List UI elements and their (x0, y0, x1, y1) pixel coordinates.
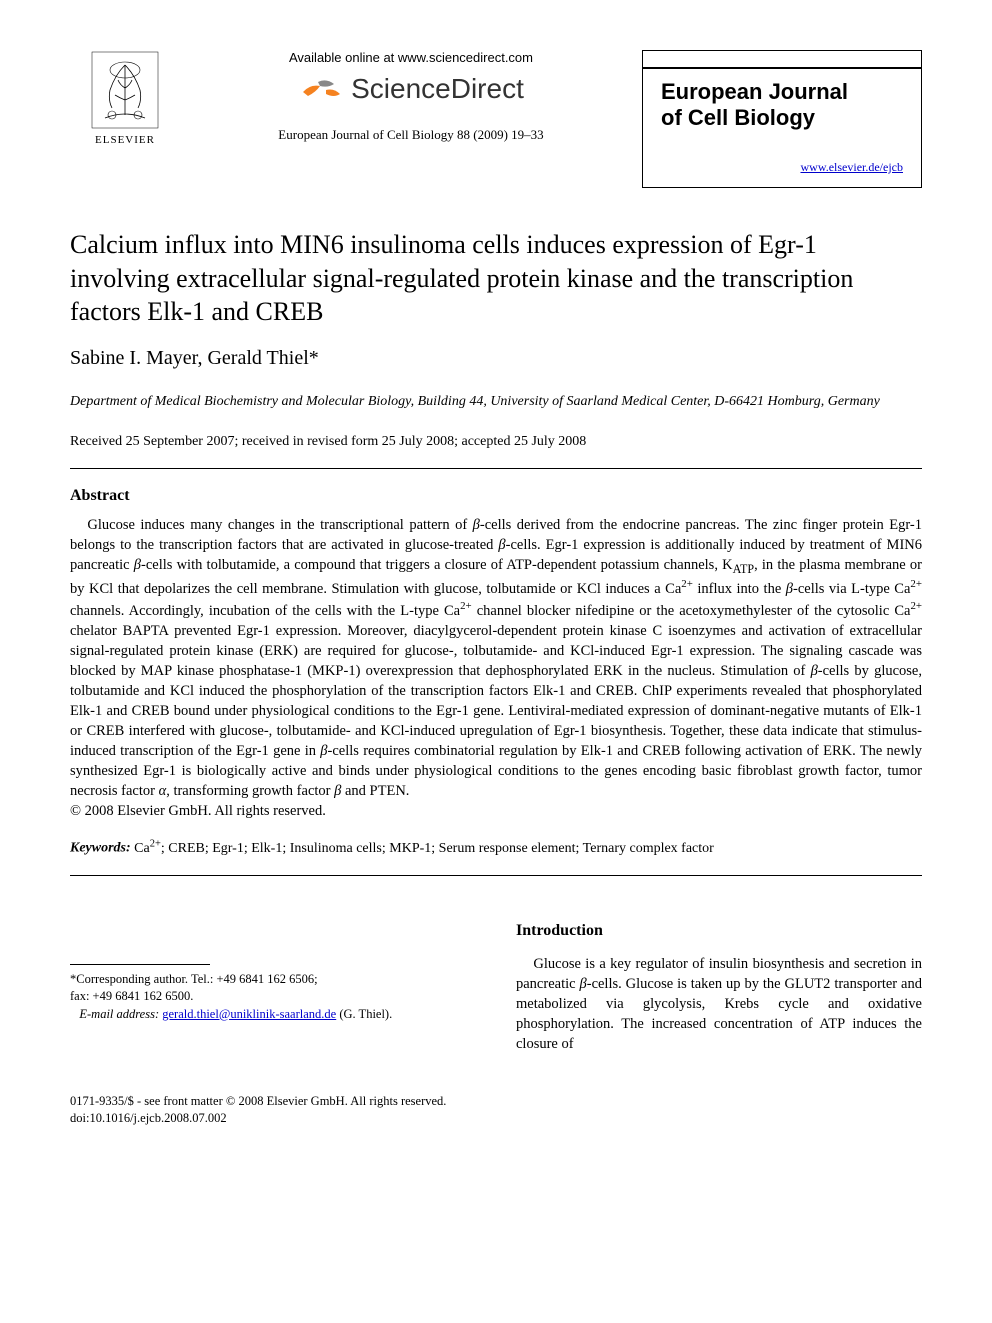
footnote-divider (70, 964, 210, 965)
introduction-body: Glucose is a key regulator of insulin bi… (516, 954, 922, 1054)
journal-url-link[interactable]: www.elsevier.de/ejcb (800, 160, 903, 174)
divider (70, 468, 922, 469)
front-matter-line: 0171-9335/$ - see front matter © 2008 El… (70, 1093, 922, 1111)
elsevier-label: ELSEVIER (95, 134, 155, 146)
introduction-text: Glucose is a key regulator of insulin bi… (516, 954, 922, 1054)
abstract-body: Glucose induces many changes in the tran… (70, 515, 922, 801)
journal-name: European Journal of Cell Biology (661, 79, 903, 132)
abstract-copyright: © 2008 Elsevier GmbH. All rights reserve… (70, 803, 922, 820)
page-header: ELSEVIER Available online at www.science… (70, 50, 922, 188)
footer-info: 0171-9335/$ - see front matter © 2008 El… (70, 1093, 922, 1128)
sciencedirect-text: ScienceDirect (351, 73, 524, 105)
available-online-text: Available online at www.sciencedirect.co… (200, 50, 622, 65)
abstract-text: Glucose induces many changes in the tran… (70, 515, 922, 801)
center-header: Available online at www.sciencedirect.co… (180, 50, 642, 143)
email-label: E-mail address: (79, 1007, 159, 1021)
divider (70, 875, 922, 876)
abstract-heading: Abstract (70, 487, 922, 505)
article-title: Calcium influx into MIN6 insulinoma cell… (70, 228, 922, 329)
two-column-layout: *Corresponding author. Tel.: +49 6841 16… (70, 904, 922, 1069)
publisher-logo-block: ELSEVIER (70, 50, 180, 146)
corresponding-author-footnote: *Corresponding author. Tel.: +49 6841 16… (70, 971, 476, 1024)
author-list: Sabine I. Mayer, Gerald Thiel* (70, 347, 922, 370)
keywords-list: Ca2+; CREB; Egr-1; Elk-1; Insulinoma cel… (134, 841, 714, 856)
journal-citation: European Journal of Cell Biology 88 (200… (200, 127, 622, 143)
keywords-label: Keywords: (70, 841, 131, 856)
journal-url: www.elsevier.de/ejcb (661, 160, 903, 175)
corresponding-email-author: (G. Thiel). (339, 1007, 392, 1021)
corresponding-tel: *Corresponding author. Tel.: +49 6841 16… (70, 971, 476, 989)
introduction-heading: Introduction (516, 922, 922, 940)
corresponding-email-line: E-mail address: gerald.thiel@uniklinik-s… (70, 1006, 476, 1024)
left-column: *Corresponding author. Tel.: +49 6841 16… (70, 904, 476, 1069)
right-column: Introduction Glucose is a key regulator … (516, 904, 922, 1069)
corresponding-email-link[interactable]: gerald.thiel@uniklinik-saarland.de (162, 1007, 336, 1021)
journal-name-line2: of Cell Biology (661, 105, 815, 130)
sciencedirect-icon (298, 74, 343, 104)
doi-line: doi:10.1016/j.ejcb.2008.07.002 (70, 1110, 922, 1128)
elsevier-tree-icon (90, 50, 160, 130)
corresponding-fax: fax: +49 6841 162 6500. (70, 988, 476, 1006)
journal-name-line1: European Journal (661, 79, 848, 104)
affiliation: Department of Medical Biochemistry and M… (70, 392, 922, 412)
sciencedirect-logo: ScienceDirect (298, 73, 524, 105)
journal-title-box: European Journal of Cell Biology www.els… (642, 50, 922, 188)
keywords-line: Keywords: Ca2+; CREB; Egr-1; Elk-1; Insu… (70, 838, 922, 857)
article-dates: Received 25 September 2007; received in … (70, 434, 922, 450)
journal-page: ELSEVIER Available online at www.science… (0, 0, 992, 1168)
